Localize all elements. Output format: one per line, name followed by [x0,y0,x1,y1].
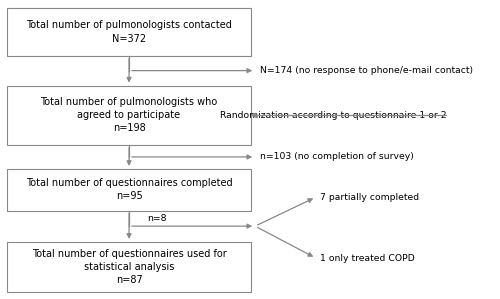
Text: 1 only treated COPD: 1 only treated COPD [320,254,415,263]
Bar [8,86,250,145]
Text: Total number of questionnaires used for
statistical analysis
n=87: Total number of questionnaires used for … [32,249,226,285]
Bar [8,169,250,210]
Text: Total number of pulmonologists contacted
N=372: Total number of pulmonologists contacted… [26,20,232,44]
Text: Total number of questionnaires completed
n=95: Total number of questionnaires completed… [26,178,233,201]
Text: n=103 (no completion of survey): n=103 (no completion of survey) [260,152,414,161]
Text: Total number of pulmonologists who
agreed to participate
n=198: Total number of pulmonologists who agree… [40,97,218,133]
Text: N=174 (no response to phone/e-mail contact): N=174 (no response to phone/e-mail conta… [260,66,472,75]
Bar [8,8,250,56]
Text: Randomization according to questionnaire 1 or 2: Randomization according to questionnaire… [220,111,446,120]
Text: n=8: n=8 [147,214,167,223]
Text: 7 partially completed: 7 partially completed [320,193,420,202]
Bar [8,242,250,292]
